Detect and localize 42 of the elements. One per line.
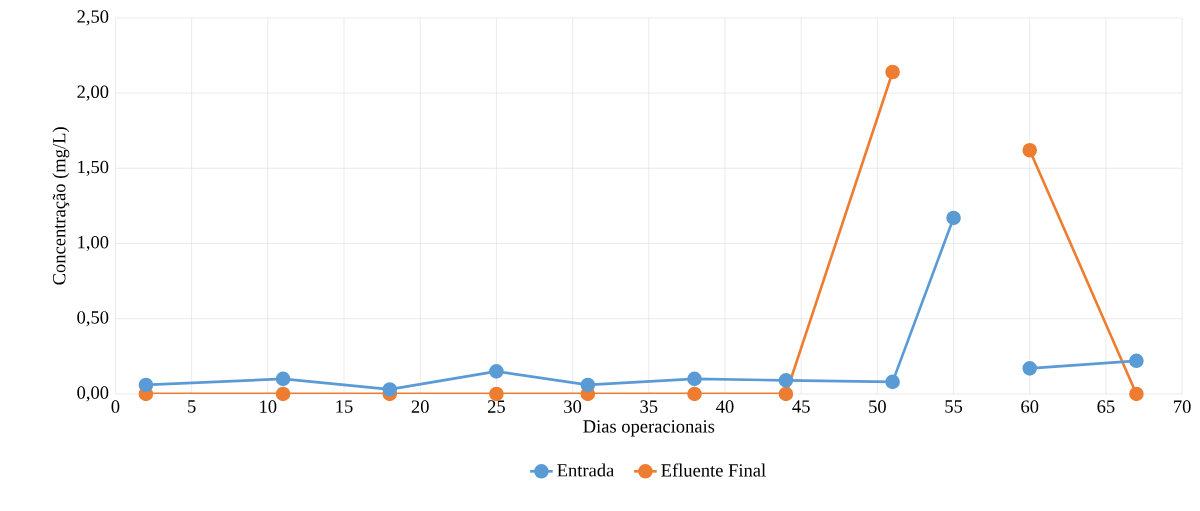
y-tick-label: 1,00 [78, 235, 109, 252]
x-tick-label: 50 [869, 400, 886, 413]
y-tick-label: 2,00 [77, 85, 109, 101]
x-tick-label: 40 [716, 400, 734, 413]
legend-label: Efluente Final [661, 463, 766, 477]
x-tick-label: 30 [564, 400, 582, 413]
point [138, 377, 154, 393]
point [1129, 386, 1144, 402]
x-tick-label: 55 [945, 400, 963, 413]
x-tick-label: 20 [411, 400, 429, 413]
point [687, 386, 702, 402]
point [885, 64, 900, 80]
point [946, 210, 961, 226]
point [1129, 353, 1144, 369]
x-axis-title: Dias operacionais [583, 420, 715, 437]
x-tick-label: 0 [111, 400, 120, 413]
point [275, 386, 291, 402]
point [489, 364, 504, 379]
point [580, 377, 596, 393]
y-axis-title: Concentração (mg/L) [52, 127, 70, 285]
x-tick-label: 45 [792, 400, 810, 413]
y-tick-label: 1,50 [78, 160, 109, 176]
point [778, 373, 794, 388]
x-tick-label: 70 [1174, 400, 1191, 413]
y-tick-label: 0,00 [77, 386, 109, 402]
x-tick-label: 60 [1021, 400, 1039, 413]
y-tick-label: 0,50 [77, 311, 109, 327]
x-tick-label: 15 [336, 400, 353, 413]
x-tick-label: 5 [188, 400, 196, 413]
point [885, 374, 900, 390]
point [778, 386, 794, 402]
point [275, 371, 291, 387]
point [687, 371, 702, 387]
point [382, 382, 398, 397]
x-tick-label: 10 [260, 400, 277, 413]
x-tick-label: 35 [640, 400, 658, 413]
y-tick-label: 2,50 [77, 10, 109, 26]
x-tick-label: 65 [1097, 400, 1115, 413]
point [1022, 361, 1038, 376]
legend-label: Entrada [557, 463, 615, 477]
x-tick-label: 25 [487, 400, 505, 413]
point [1022, 142, 1038, 158]
